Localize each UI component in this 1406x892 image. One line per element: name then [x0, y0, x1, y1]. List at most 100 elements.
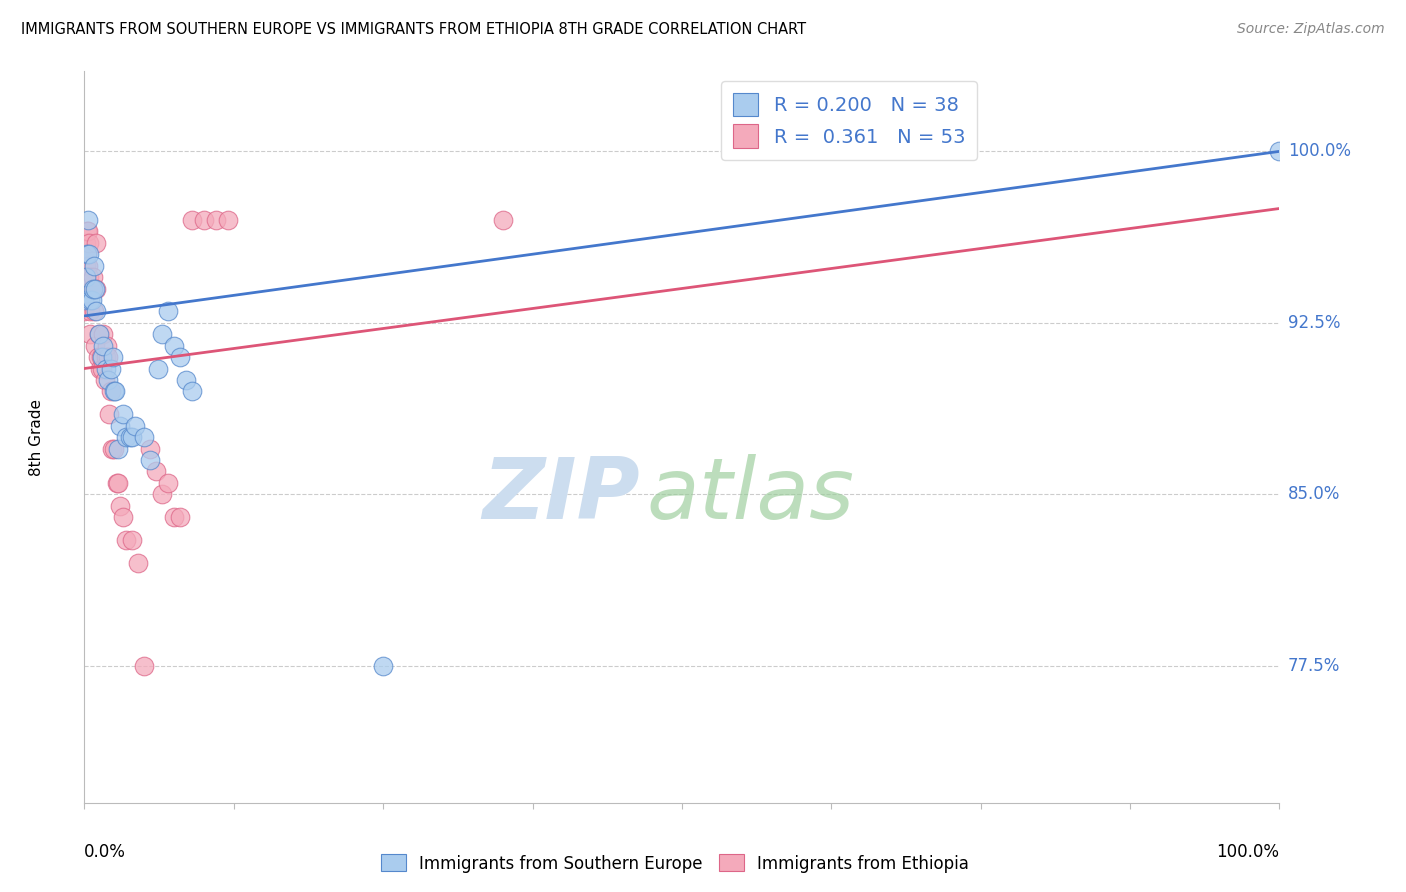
- Point: [73, 247, 96, 261]
- Point: [110, 418, 132, 433]
- Point: [157, 304, 180, 318]
- Text: atlas: atlas: [645, 454, 853, 537]
- Point: [87, 327, 110, 342]
- Point: [73, 281, 96, 295]
- Point: [132, 658, 156, 673]
- Text: 85.0%: 85.0%: [1288, 485, 1340, 503]
- Point: [77, 247, 100, 261]
- Point: [150, 327, 173, 342]
- Point: [79, 293, 101, 307]
- Point: [103, 384, 125, 399]
- Point: [115, 430, 138, 444]
- Point: [124, 418, 146, 433]
- Point: [79, 304, 101, 318]
- Point: [97, 350, 120, 364]
- Point: [180, 213, 202, 227]
- Point: [371, 658, 394, 673]
- Point: [132, 430, 156, 444]
- Point: [75, 259, 97, 273]
- Point: [145, 464, 167, 478]
- Point: [84, 281, 107, 295]
- Point: [101, 442, 124, 456]
- Point: [1268, 145, 1291, 159]
- Point: [89, 361, 111, 376]
- Point: [139, 453, 162, 467]
- Point: [86, 350, 108, 364]
- Point: [169, 350, 191, 364]
- Point: [174, 373, 197, 387]
- Text: 8th Grade: 8th Grade: [30, 399, 44, 475]
- Point: [76, 247, 98, 261]
- Point: [148, 361, 170, 376]
- Point: [84, 281, 107, 295]
- Point: [97, 373, 120, 387]
- Point: [98, 407, 121, 421]
- Point: [94, 350, 117, 364]
- Point: [193, 213, 215, 227]
- Text: 77.5%: 77.5%: [1288, 657, 1340, 674]
- Text: 0.0%: 0.0%: [84, 843, 127, 861]
- Text: 100.0%: 100.0%: [1288, 143, 1351, 161]
- Point: [77, 213, 100, 227]
- Point: [84, 235, 107, 250]
- Point: [107, 475, 129, 490]
- Point: [139, 442, 162, 456]
- Text: ZIP: ZIP: [482, 454, 640, 537]
- Text: Source: ZipAtlas.com: Source: ZipAtlas.com: [1237, 22, 1385, 37]
- Point: [205, 213, 228, 227]
- Point: [217, 213, 239, 227]
- Text: 100.0%: 100.0%: [1216, 843, 1279, 861]
- Point: [115, 533, 138, 547]
- Point: [84, 338, 107, 352]
- Point: [84, 304, 107, 318]
- Point: [75, 270, 97, 285]
- Point: [96, 338, 118, 352]
- Point: [100, 384, 122, 399]
- Text: 92.5%: 92.5%: [1288, 314, 1340, 332]
- Point: [77, 235, 100, 250]
- Point: [83, 259, 105, 273]
- Point: [77, 270, 100, 285]
- Point: [93, 373, 115, 387]
- Point: [91, 350, 114, 364]
- Point: [91, 361, 114, 376]
- Point: [75, 235, 97, 250]
- Point: [111, 407, 134, 421]
- Point: [77, 259, 100, 273]
- Point: [90, 350, 112, 364]
- Point: [73, 304, 96, 318]
- Point: [127, 556, 149, 570]
- Point: [82, 281, 104, 295]
- Point: [105, 475, 128, 490]
- Point: [76, 224, 98, 238]
- Point: [150, 487, 173, 501]
- Legend: R = 0.200   N = 38, R =  0.361   N = 53: R = 0.200 N = 38, R = 0.361 N = 53: [721, 81, 977, 160]
- Point: [163, 338, 186, 352]
- Point: [118, 430, 141, 444]
- Point: [87, 327, 110, 342]
- Text: IMMIGRANTS FROM SOUTHERN EUROPE VS IMMIGRANTS FROM ETHIOPIA 8TH GRADE CORRELATIO: IMMIGRANTS FROM SOUTHERN EUROPE VS IMMIG…: [21, 22, 806, 37]
- Point: [104, 384, 127, 399]
- Point: [77, 224, 100, 238]
- Point: [121, 533, 143, 547]
- Point: [107, 442, 129, 456]
- Point: [110, 499, 132, 513]
- Point: [75, 270, 97, 285]
- Point: [80, 281, 103, 295]
- Point: [492, 213, 515, 227]
- Point: [180, 384, 202, 399]
- Point: [94, 361, 117, 376]
- Point: [79, 327, 101, 342]
- Point: [169, 510, 191, 524]
- Point: [101, 350, 124, 364]
- Point: [93, 327, 115, 342]
- Point: [73, 293, 96, 307]
- Legend: Immigrants from Southern Europe, Immigrants from Ethiopia: Immigrants from Southern Europe, Immigra…: [374, 847, 976, 880]
- Point: [76, 247, 98, 261]
- Point: [93, 338, 115, 352]
- Point: [121, 430, 143, 444]
- Point: [163, 510, 186, 524]
- Point: [80, 293, 103, 307]
- Point: [157, 475, 180, 490]
- Point: [82, 270, 104, 285]
